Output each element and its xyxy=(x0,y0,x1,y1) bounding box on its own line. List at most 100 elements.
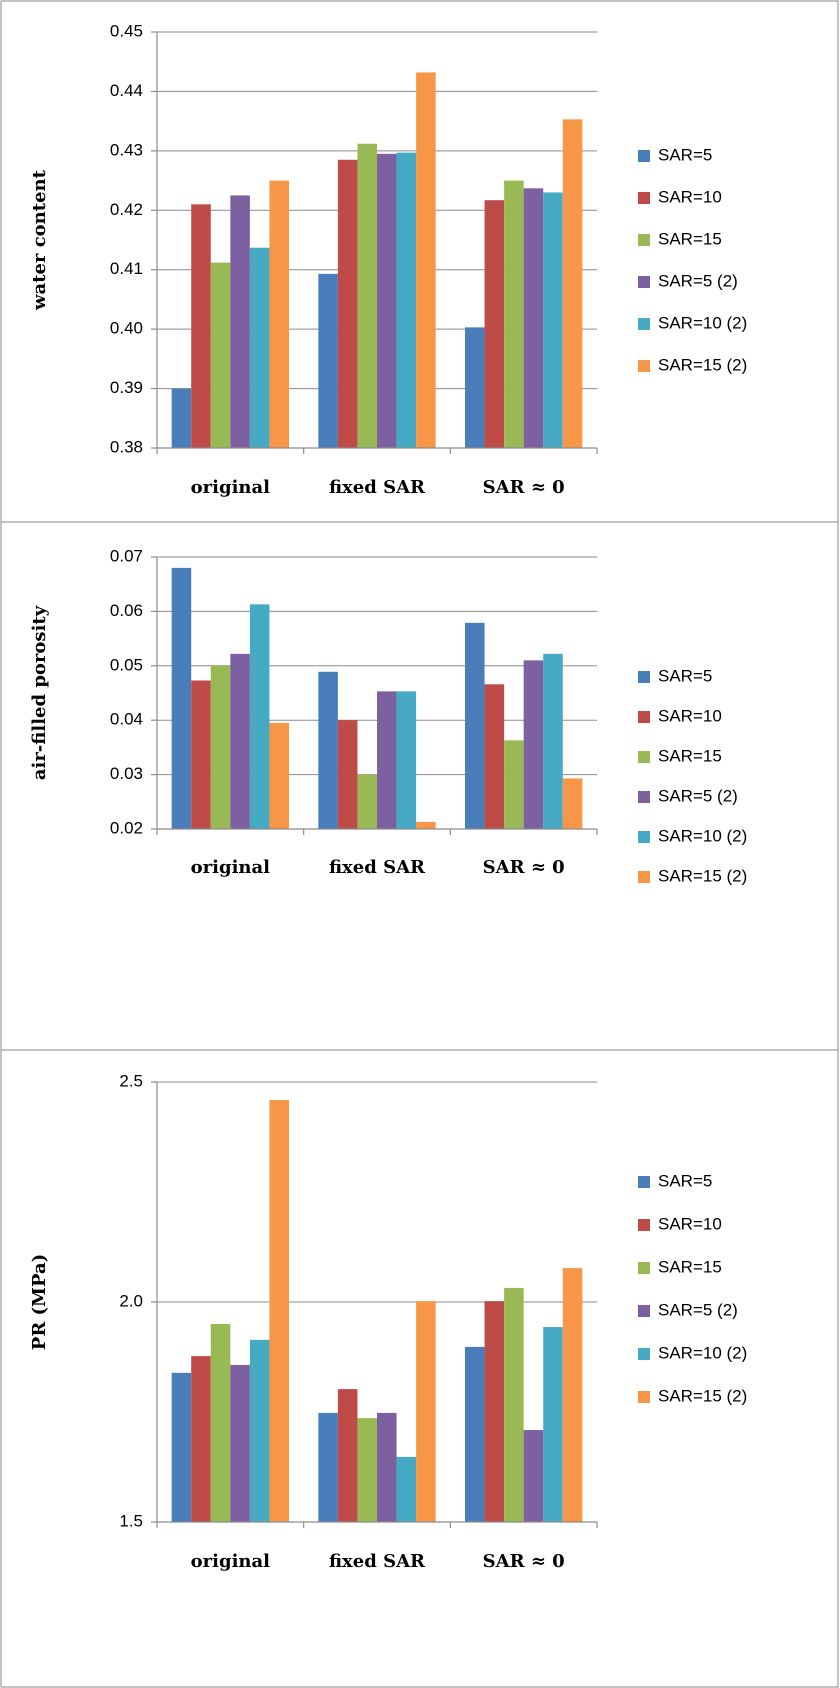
bar xyxy=(230,653,250,829)
x-tick-label: fixed SAR xyxy=(329,857,426,878)
y-tick-label: 0.44 xyxy=(110,81,143,100)
bar xyxy=(249,1339,270,1522)
bar xyxy=(269,180,289,449)
bar xyxy=(210,665,231,829)
legend-swatch xyxy=(638,871,650,883)
bar xyxy=(543,653,563,829)
bar xyxy=(465,622,485,829)
bar xyxy=(523,660,544,829)
bar xyxy=(562,778,583,829)
y-tick-label: 0.42 xyxy=(110,200,143,219)
bar xyxy=(416,821,436,829)
bar xyxy=(543,1327,563,1522)
bar xyxy=(562,119,583,449)
y-tick-label: 2.5 xyxy=(119,1071,143,1090)
legend-label: SAR=10 (2) xyxy=(658,826,747,845)
bar xyxy=(171,567,192,829)
x-tick-label: fixed SAR xyxy=(329,1551,426,1572)
y-tick-label: 2.0 xyxy=(119,1291,143,1310)
bar xyxy=(465,1346,485,1522)
bar xyxy=(377,153,397,449)
legend-swatch xyxy=(638,1391,650,1403)
bar xyxy=(171,388,192,448)
bar xyxy=(377,1412,397,1522)
legend-label: SAR=10 xyxy=(658,187,722,206)
bar xyxy=(396,152,417,448)
legend-label: SAR=5 xyxy=(658,145,712,164)
legend-label: SAR=15 (2) xyxy=(658,1386,747,1405)
legend-label: SAR=10 (2) xyxy=(658,1343,747,1362)
y-tick-label: 1.5 xyxy=(119,1511,143,1530)
legend-label: SAR=5 (2) xyxy=(658,786,738,805)
x-tick-label: original xyxy=(191,477,271,498)
bar xyxy=(484,1301,505,1522)
panel-border xyxy=(0,1049,839,1688)
legend-swatch xyxy=(638,1305,650,1317)
legend-label: SAR=5 xyxy=(658,666,712,685)
bar xyxy=(357,143,377,448)
y-tick-label: 0.43 xyxy=(110,140,143,159)
bar xyxy=(269,1100,289,1522)
bar xyxy=(416,72,436,448)
bar xyxy=(357,1418,377,1522)
bar xyxy=(171,1372,192,1522)
bar xyxy=(337,159,358,448)
legend-label: SAR=15 (2) xyxy=(658,355,747,374)
bar xyxy=(318,273,338,448)
legend-label: SAR=5 xyxy=(658,1171,712,1190)
bar xyxy=(504,740,524,829)
bar xyxy=(504,1287,524,1522)
legend-swatch xyxy=(638,1219,650,1231)
bar xyxy=(377,691,397,829)
legend-swatch xyxy=(638,192,650,204)
legend-swatch xyxy=(638,791,650,803)
y-tick-label: 0.39 xyxy=(110,378,143,397)
legend-label: SAR=5 (2) xyxy=(658,1300,738,1319)
x-tick-label: original xyxy=(191,857,271,878)
x-tick-label: original xyxy=(191,1551,271,1572)
y-axis-label: water content xyxy=(29,169,50,311)
legend-label: SAR=10 (2) xyxy=(658,313,747,332)
bar xyxy=(191,204,211,448)
bar xyxy=(543,192,563,448)
bar xyxy=(504,180,524,449)
bar xyxy=(191,1356,211,1522)
bar xyxy=(249,604,270,829)
legend-label: SAR=15 xyxy=(658,746,722,765)
bar xyxy=(191,680,211,829)
x-tick-label: SAR ≈ 0 xyxy=(483,857,565,878)
legend-swatch xyxy=(638,234,650,246)
bar xyxy=(523,1430,544,1522)
bar xyxy=(465,327,485,448)
bar xyxy=(523,188,544,448)
legend-label: SAR=15 xyxy=(658,229,722,248)
y-tick-label: 0.45 xyxy=(110,21,143,40)
y-tick-label: 0.06 xyxy=(110,601,143,620)
y-axis-label: PR (MPa) xyxy=(29,1254,50,1350)
y-tick-label: 0.04 xyxy=(110,710,143,729)
bar xyxy=(318,1412,338,1522)
y-tick-label: 0.02 xyxy=(110,818,143,837)
y-tick-label: 0.40 xyxy=(110,319,143,338)
bar xyxy=(562,1268,583,1522)
legend-swatch xyxy=(638,150,650,162)
y-tick-label: 0.38 xyxy=(110,437,143,456)
x-tick-label: fixed SAR xyxy=(329,477,426,498)
legend-swatch xyxy=(638,751,650,763)
bar xyxy=(484,684,505,829)
legend-swatch xyxy=(638,1262,650,1274)
bar xyxy=(210,1324,231,1522)
y-tick-label: 0.07 xyxy=(110,546,143,565)
x-tick-label: SAR ≈ 0 xyxy=(483,1551,565,1572)
legend-label: SAR=15 (2) xyxy=(658,866,747,885)
bar xyxy=(396,1456,417,1522)
y-axis-label: air-filled porosity xyxy=(29,605,50,780)
y-tick-label: 0.41 xyxy=(110,259,143,278)
bar xyxy=(337,1389,358,1522)
legend-label: SAR=5 (2) xyxy=(658,271,738,290)
legend-swatch xyxy=(638,1176,650,1188)
bar xyxy=(210,262,231,448)
bar xyxy=(484,200,505,448)
bar xyxy=(357,774,377,829)
